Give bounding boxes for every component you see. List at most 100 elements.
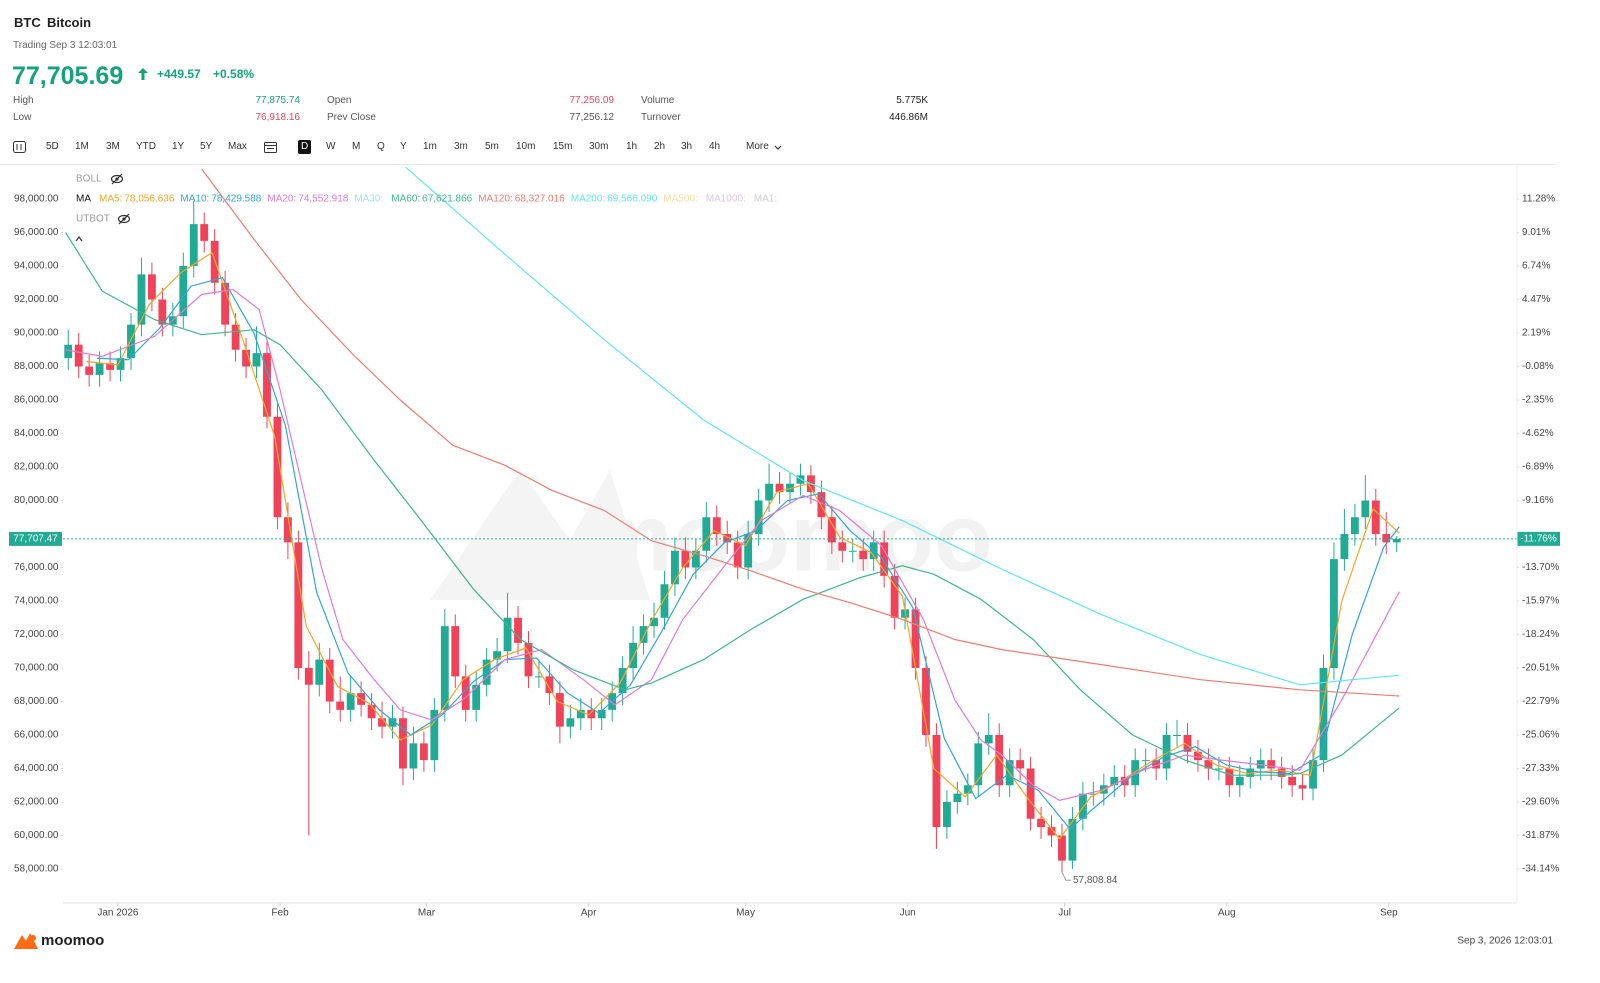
- y2-tick-label: 6.74%: [1522, 261, 1550, 272]
- chevron[interactable]: [773, 144, 783, 152]
- toolbar-button[interactable]: 2h: [654, 141, 666, 152]
- candle-body: [252, 353, 261, 367]
- candle-body: [399, 718, 407, 769]
- toolbar-button[interactable]: More: [746, 141, 769, 152]
- legend-entry: MA1000:: [706, 194, 746, 205]
- candle-body: [723, 534, 732, 543]
- toolbar-button[interactable]: 1Y: [172, 141, 185, 152]
- candle-body: [127, 324, 135, 359]
- candle-body: [650, 617, 658, 627]
- trading-status: Trading Sep 3 12:03:01: [13, 40, 118, 51]
- toolbar-button[interactable]: 4h: [709, 141, 721, 152]
- y-tick-label: 92,000.00: [14, 294, 59, 305]
- candle-body: [388, 718, 397, 727]
- toolbar-button[interactable]: YTD: [136, 141, 156, 152]
- candle-body: [409, 743, 418, 769]
- collapse-caret[interactable]: [75, 236, 83, 242]
- candle-body: [1361, 500, 1370, 518]
- x-tick-label: Apr: [581, 908, 597, 919]
- toolbar-button[interactable]: 5Y: [200, 141, 213, 152]
- candle-body: [963, 785, 972, 794]
- legend-value: 67,621.866: [422, 194, 472, 205]
- toolbar-button[interactable]: 10m: [516, 141, 536, 152]
- legend-value: 68,327.016: [515, 194, 565, 205]
- candle-body: [827, 517, 836, 543]
- y-tick-label: 60,000.00: [14, 830, 59, 841]
- stat-label: Low: [13, 112, 32, 123]
- toolbar-button[interactable]: 30m: [589, 141, 609, 152]
- legend-entry: MA120:: [478, 194, 512, 205]
- candle-body: [263, 353, 271, 417]
- toolbar-button[interactable]: 1m: [423, 141, 437, 152]
- toolbar-button[interactable]: M: [352, 141, 361, 152]
- y-tick-label: 76,000.00: [14, 562, 59, 573]
- candle-body: [514, 617, 522, 643]
- y2-tick-label: 2.19%: [1522, 328, 1550, 339]
- toolbar-button[interactable]: Y: [400, 141, 407, 152]
- candle-body: [1194, 751, 1202, 761]
- candle-body: [179, 266, 188, 317]
- toolbar-button[interactable]: 15m: [553, 141, 573, 152]
- candle-body: [1037, 818, 1045, 828]
- y-tick-label: 72,000.00: [14, 629, 59, 640]
- chart-type-icon[interactable]: [13, 141, 26, 153]
- stat-label: Prev Close: [327, 112, 376, 123]
- toolbar-button[interactable]: 5m: [485, 141, 499, 152]
- candle-body: [681, 550, 690, 568]
- eye-icon[interactable]: [110, 173, 124, 185]
- brand-logo: [14, 933, 38, 949]
- candle-body: [283, 517, 292, 543]
- toolbar-button[interactable]: D: [298, 140, 312, 154]
- candle-body: [1319, 668, 1328, 761]
- candle-body: [597, 709, 606, 719]
- candle-body: [325, 659, 334, 702]
- legend-entry: MA200:: [571, 194, 605, 205]
- y2-tick-label: -6.89%: [1522, 462, 1554, 473]
- legend-entry: MA20:: [267, 194, 296, 205]
- candle-body: [1267, 760, 1276, 769]
- ma-line: [405, 166, 1400, 686]
- y-tick-label: 90,000.00: [14, 328, 59, 339]
- y-tick-label: 70,000.00: [14, 663, 59, 674]
- toolbar-button[interactable]: Q: [377, 141, 385, 152]
- candle-body: [974, 743, 983, 786]
- calendar-icon[interactable]: [264, 141, 277, 153]
- y-tick-label: 62,000.00: [14, 797, 59, 808]
- candle-body: [775, 483, 784, 493]
- toolbar-button[interactable]: Max: [228, 141, 247, 152]
- candle-body: [1371, 500, 1380, 534]
- stat-label: Volume: [641, 95, 675, 106]
- toolbar-button[interactable]: 5D: [46, 141, 59, 152]
- toolbar-button[interactable]: 1h: [626, 141, 638, 152]
- candle-body: [1214, 768, 1223, 770]
- background-layer: moomoo: [430, 470, 993, 600]
- y2-tick-label: -4.62%: [1522, 428, 1554, 439]
- candle-body: [210, 240, 219, 283]
- legend-entry: MA500:: [663, 194, 697, 205]
- toolbar-button[interactable]: 3M: [106, 141, 120, 152]
- ma-line: [96, 277, 1400, 830]
- toolbar-button[interactable]: 3m: [454, 141, 468, 152]
- legend-entry: MA30:: [354, 194, 383, 205]
- pct-tag-label: -11.76%: [1520, 534, 1557, 545]
- toolbar-button[interactable]: W: [326, 141, 336, 152]
- x-tick-label: Aug: [1218, 908, 1236, 919]
- y2-tick-label: -20.51%: [1522, 663, 1559, 674]
- indicator-utbot[interactable]: UTBOT: [76, 214, 110, 225]
- candle-body: [346, 693, 355, 710]
- indicator-ma[interactable]: MA: [76, 194, 91, 205]
- toolbar-button[interactable]: 3h: [681, 141, 693, 152]
- candle-body: [1330, 559, 1338, 668]
- stat-value: 77,256.09: [569, 95, 615, 106]
- indicator-boll[interactable]: BOLL: [76, 174, 102, 185]
- y2-tick-label: -29.60%: [1522, 797, 1559, 808]
- y2-tick-label: 4.47%: [1522, 294, 1550, 305]
- stat-value: 77,875.74: [255, 95, 301, 106]
- toolbar-button[interactable]: 1M: [75, 141, 89, 152]
- stat-label: High: [13, 95, 34, 106]
- eye-icon[interactable]: [117, 213, 131, 225]
- ma-line: [86, 251, 1400, 840]
- candle-body: [890, 575, 899, 618]
- symbol: BTC: [14, 15, 41, 30]
